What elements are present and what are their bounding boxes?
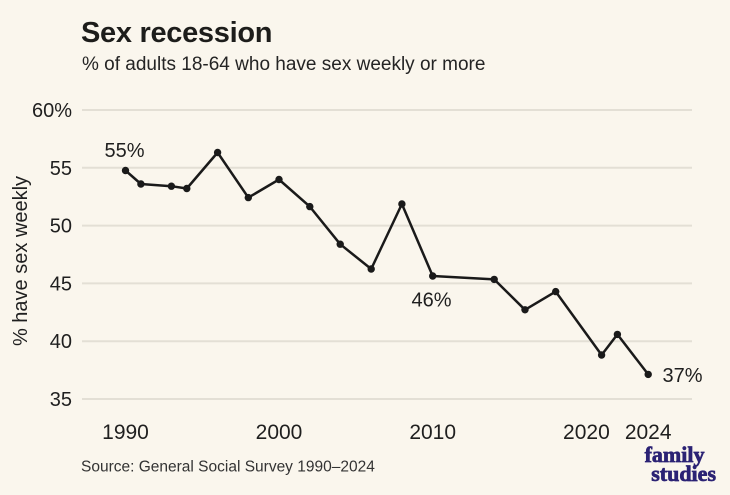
svg-text:35: 35	[50, 389, 72, 411]
svg-text:37%: 37%	[662, 365, 702, 387]
svg-text:1990: 1990	[102, 421, 149, 444]
svg-text:46%: 46%	[411, 290, 451, 312]
svg-text:55%: 55%	[104, 140, 144, 162]
svg-text:50: 50	[50, 216, 72, 238]
svg-text:60%: 60%	[32, 100, 72, 122]
svg-text:45: 45	[50, 273, 72, 295]
svg-text:2024: 2024	[625, 421, 672, 444]
svg-text:55: 55	[50, 158, 72, 180]
svg-text:2010: 2010	[409, 421, 456, 444]
svg-text:Source: General Social Survey: Source: General Social Survey 1990–2024	[81, 459, 375, 476]
svg-text:% have sex weekly: % have sex weekly	[10, 176, 32, 346]
svg-text:2020: 2020	[563, 421, 610, 444]
svg-text:studies: studies	[651, 461, 716, 486]
svg-text:family: family	[645, 442, 705, 467]
svg-text:2000: 2000	[256, 421, 303, 444]
svg-text:% of adults 18-64 who have sex: % of adults 18-64 who have sex weekly or…	[82, 54, 485, 75]
svg-text:Sex recession: Sex recession	[81, 17, 272, 49]
svg-text:40: 40	[50, 331, 72, 353]
